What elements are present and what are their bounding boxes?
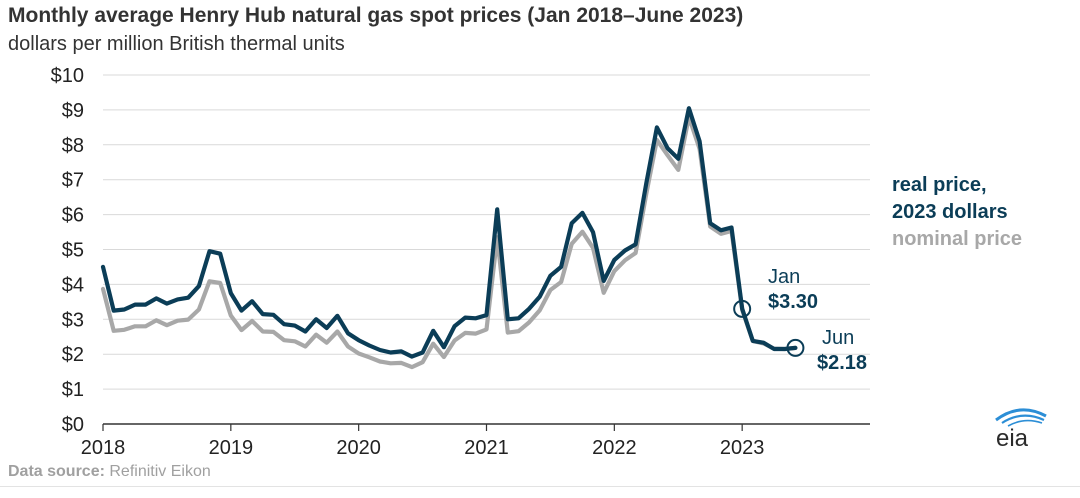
jun-marker (786, 338, 805, 357)
series-lines (100, 106, 798, 370)
x-tick-label: 2021 (464, 437, 509, 459)
y-tick-label: $7 (62, 170, 84, 192)
x-tick-label: 2019 (209, 437, 254, 459)
y-tick-label: $0 (62, 414, 84, 436)
jan-marker (733, 299, 752, 318)
x-tick-label: 2018 (81, 437, 126, 459)
legend-real-line1: real price, (892, 174, 987, 196)
y-tick-label: $9 (62, 100, 84, 122)
footer-divider (0, 486, 1080, 487)
legend: real price, 2023 dollars nominal price (892, 172, 1022, 253)
jan-value: $3.30 (768, 291, 818, 313)
x-tick-label: 2020 (336, 437, 381, 459)
jun-label: Jun (822, 327, 854, 349)
chart-title: Monthly average Henry Hub natural gas sp… (8, 4, 744, 27)
legend-real-line2: 2023 dollars (892, 201, 1008, 223)
legend-nominal: nominal price (892, 228, 1023, 250)
grid-lines (103, 74, 870, 425)
y-tick-labels: $0 $1 $2 $3 $4 $5 $6 $7 $8 $9 $10 (51, 65, 84, 436)
y-tick-label: $3 (62, 309, 84, 331)
eia-logo-text: eia (996, 425, 1029, 450)
x-tick-label: 2022 (592, 437, 637, 459)
data-source: Data source: Refinitiv Eikon (8, 463, 211, 481)
series-real-price-line (100, 106, 798, 359)
data-source-label: Data source: (8, 463, 105, 480)
y-tick-label: $8 (62, 135, 84, 157)
y-tick-label: $10 (51, 65, 84, 87)
jun-value: $2.18 (817, 352, 867, 374)
x-tick-labels: 2018 2019 2020 2021 2022 2023 (81, 424, 765, 459)
chart-subtitle: dollars per million British thermal unit… (8, 33, 345, 55)
y-tick-label: $1 (62, 379, 84, 401)
y-tick-label: $4 (62, 274, 84, 296)
jan-label: Jan (768, 266, 800, 288)
series-nominal-price-line (100, 114, 798, 370)
data-source-text: Refinitiv Eikon (104, 463, 211, 480)
y-tick-label: $6 (62, 205, 84, 227)
y-tick-label: $2 (62, 344, 84, 366)
y-tick-label: $5 (62, 240, 84, 262)
eia-logo-icon: eia (995, 408, 1047, 450)
x-tick-label: 2023 (720, 437, 765, 459)
